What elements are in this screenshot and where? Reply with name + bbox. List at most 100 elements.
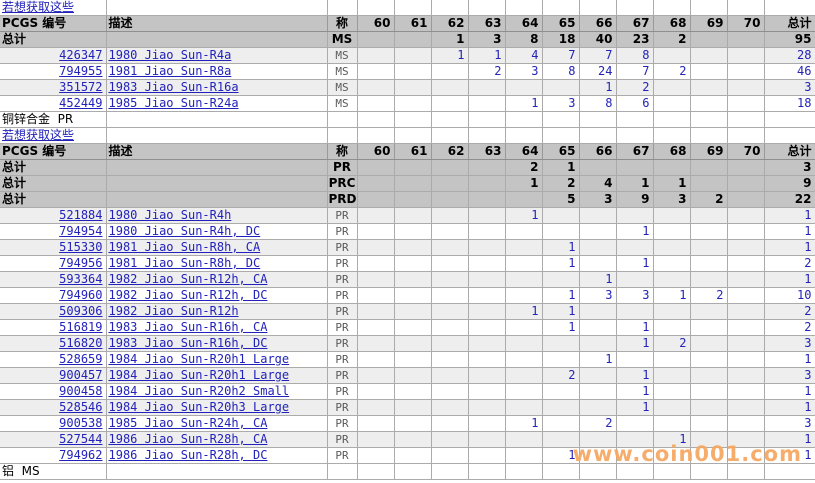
coin-desc-link[interactable]: 1982 Jiao Sun-R12h, CA	[108, 272, 268, 286]
coin-desc-link[interactable]: 1981 Jiao Sun-R8a	[108, 64, 232, 78]
coin-id-link[interactable]: 515330	[59, 240, 103, 254]
coin-desc: 1986 Jiao Sun-R28h, DC	[106, 447, 328, 464]
coin-count-69	[690, 207, 728, 224]
coin-id-link[interactable]: 900457	[59, 368, 103, 382]
coin-total: 1	[764, 399, 815, 416]
coin-count-64	[505, 223, 543, 240]
coin-count-61	[394, 95, 432, 112]
coin-id-link[interactable]: 794955	[59, 64, 103, 78]
coin-desc-link[interactable]: 1986 Jiao Sun-R28h, CA	[108, 432, 268, 446]
coin-count-67	[616, 207, 654, 224]
coin-count-60	[357, 223, 395, 240]
coin-count-67: 6	[616, 95, 654, 112]
coin-count-62	[431, 431, 469, 448]
section-aluminum-ms-title-empty-7	[542, 463, 580, 480]
coin-desc-link[interactable]: 1981 Jiao Sun-R8h, DC	[108, 256, 261, 270]
total-count-64: 2	[505, 159, 543, 176]
coin-desc-link[interactable]: 1983 Jiao Sun-R16h, DC	[108, 336, 268, 350]
coin-id-link[interactable]: 593364	[59, 272, 103, 286]
coin-count-65: 1	[542, 303, 580, 320]
coin-count-61	[394, 47, 432, 64]
coin-count-68	[653, 351, 691, 368]
coin-count-66	[579, 399, 617, 416]
coin-desc-link[interactable]: 1983 Jiao Sun-R16a	[108, 80, 239, 94]
total-count-63: 3	[468, 31, 506, 48]
section-copper-zinc-pr-title: 铜锌合金 PR	[0, 111, 107, 128]
coin-desc-link[interactable]: 1981 Jiao Sun-R8h, CA	[108, 240, 261, 254]
total-count-69	[690, 31, 728, 48]
coin-id-link[interactable]: 351572	[59, 80, 103, 94]
coin-id-link[interactable]: 509306	[59, 304, 103, 318]
coin-id-link[interactable]: 528546	[59, 400, 103, 414]
coin-id-link[interactable]: 521884	[59, 208, 103, 222]
coin-count-64: 1	[505, 303, 543, 320]
total-designation: PR	[327, 159, 358, 176]
coin-count-67	[616, 303, 654, 320]
coin-designation: MS	[327, 47, 358, 64]
coin-id-link[interactable]: 528659	[59, 352, 103, 366]
coin-id-link[interactable]: 516820	[59, 336, 103, 350]
coin-id-link[interactable]: 794962	[59, 448, 103, 462]
coin-desc-link[interactable]: 1980 Jiao Sun-R4h, DC	[108, 224, 261, 238]
coin-designation: PR	[327, 319, 358, 336]
header-grade-64: 64	[505, 143, 543, 160]
coin-desc-link[interactable]: 1983 Jiao Sun-R16h, CA	[108, 320, 268, 334]
coin-count-70	[727, 207, 765, 224]
total-designation: PRD	[327, 191, 358, 208]
coin-id-link[interactable]: 794956	[59, 256, 103, 270]
coin-id-link[interactable]: 794960	[59, 288, 103, 302]
coin-desc-link[interactable]: 1980 Jiao Sun-R4a	[108, 48, 232, 62]
coin-id-link[interactable]: 426347	[59, 48, 103, 62]
coin-designation: PR	[327, 447, 358, 464]
coin-id-link[interactable]: 452449	[59, 96, 103, 110]
coin-desc-link[interactable]: 1982 Jiao Sun-R12h	[108, 304, 239, 318]
total-count-64: 8	[505, 31, 543, 48]
coin-id: 593364	[0, 271, 107, 288]
header-grade-62: 62	[431, 15, 469, 32]
coin-desc-link[interactable]: 1980 Jiao Sun-R4h	[108, 208, 232, 222]
link-row-empty-0	[106, 127, 328, 144]
total-count-65: 5	[542, 191, 580, 208]
coin-desc-link[interactable]: 1985 Jiao Sun-R24a	[108, 96, 239, 110]
coin-count-64	[505, 255, 543, 272]
coin-count-65: 1	[542, 447, 580, 464]
link-row-empty-5	[468, 127, 506, 144]
link-row-empty-2	[357, 0, 395, 16]
coin-count-66: 1	[579, 79, 617, 96]
coin-count-64: 3	[505, 63, 543, 80]
coin-desc-link[interactable]: 1984 Jiao Sun-R20h1 Large	[108, 368, 290, 382]
coin-id-link[interactable]: 516819	[59, 320, 103, 334]
get-these-cell-link[interactable]: 若想获取这些	[2, 0, 75, 14]
coin-count-60	[357, 79, 395, 96]
coin-desc-link[interactable]: 1982 Jiao Sun-R12h, DC	[108, 288, 268, 302]
coin-desc-link[interactable]: 1984 Jiao Sun-R20h2 Small	[108, 384, 290, 398]
coin-count-63	[468, 271, 506, 288]
total-sum: 3	[764, 159, 815, 176]
coin-count-63	[468, 351, 506, 368]
coin-count-69	[690, 415, 728, 432]
coin-count-61	[394, 271, 432, 288]
coin-id-link[interactable]: 900458	[59, 384, 103, 398]
coin-count-67: 1	[616, 223, 654, 240]
coin-desc-link[interactable]: 1984 Jiao Sun-R20h1 Large	[108, 352, 290, 366]
coin-desc-link[interactable]: 1985 Jiao Sun-R24h, CA	[108, 416, 268, 430]
coin-id-link[interactable]: 794954	[59, 224, 103, 238]
total-count-70	[727, 31, 765, 48]
coin-id-link[interactable]: 900538	[59, 416, 103, 430]
coin-count-68	[653, 447, 691, 464]
section-aluminum-ms-title-row: 铝 MS	[0, 463, 815, 480]
coin-count-69	[690, 223, 728, 240]
section-aluminum-ms-title-empty-9	[616, 463, 654, 480]
get-these-cell: 若想获取这些	[0, 127, 107, 144]
section-copper-zinc-pr-title-empty-4	[431, 111, 469, 128]
get-these-cell-link[interactable]: 若想获取这些	[2, 128, 75, 142]
coin-count-65: 1	[542, 239, 580, 256]
coin-count-68	[653, 383, 691, 400]
coin-id-link[interactable]: 527544	[59, 432, 103, 446]
coin-count-61	[394, 351, 432, 368]
coin-desc-link[interactable]: 1984 Jiao Sun-R20h3 Large	[108, 400, 290, 414]
header-grade-65: 65	[542, 15, 580, 32]
coin-desc-link[interactable]: 1986 Jiao Sun-R28h, DC	[108, 448, 268, 462]
section-copper-zinc-pr-title-row: 铜锌合金 PR	[0, 111, 815, 128]
